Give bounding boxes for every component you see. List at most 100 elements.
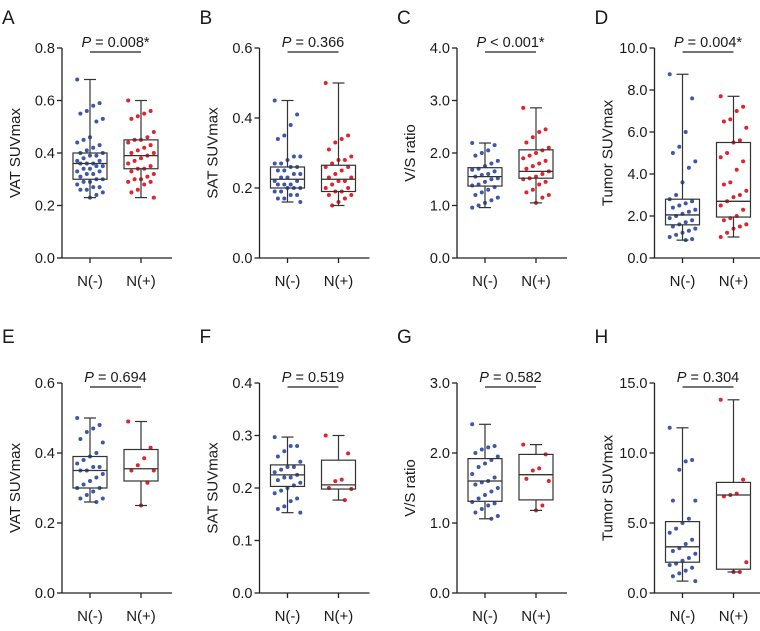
data-point bbox=[126, 420, 130, 424]
data-point bbox=[91, 490, 95, 494]
box-group-n-neg bbox=[73, 416, 107, 504]
y-tick-label: 3.0 bbox=[430, 94, 450, 110]
data-point bbox=[101, 441, 105, 445]
data-point bbox=[273, 162, 277, 166]
data-point bbox=[286, 465, 290, 469]
data-point bbox=[324, 186, 328, 190]
data-point bbox=[282, 504, 286, 508]
data-point bbox=[98, 465, 102, 469]
data-point bbox=[85, 430, 89, 434]
data-point bbox=[94, 451, 98, 455]
data-point bbox=[292, 172, 296, 176]
data-point bbox=[273, 99, 277, 103]
x-tick-label: N(+) bbox=[719, 608, 749, 625]
data-point bbox=[101, 117, 105, 121]
y-tick-label: 0.0 bbox=[232, 586, 252, 602]
data-point bbox=[298, 481, 302, 485]
data-point bbox=[677, 204, 681, 208]
y-tick-label: 15.0 bbox=[619, 376, 647, 392]
data-point bbox=[75, 141, 79, 145]
data-point bbox=[687, 517, 691, 521]
p-value-label: P < 0.001* bbox=[476, 35, 544, 51]
data-point bbox=[668, 531, 672, 535]
data-point bbox=[152, 151, 156, 155]
x-tick-label: N(-) bbox=[275, 273, 301, 290]
data-point bbox=[101, 190, 105, 194]
y-tick-label: 0.4 bbox=[232, 376, 252, 392]
box-group-n-pos bbox=[717, 94, 751, 239]
data-point bbox=[75, 183, 79, 187]
data-point bbox=[142, 456, 146, 460]
data-point bbox=[489, 490, 493, 494]
y-tick-label: 0.0 bbox=[430, 586, 450, 602]
data-point bbox=[521, 156, 525, 160]
data-point bbox=[540, 504, 544, 508]
y-tick-label: 0.6 bbox=[232, 41, 252, 57]
data-point bbox=[276, 478, 280, 482]
p-value-label: P = 0.008* bbox=[81, 35, 149, 51]
y-axis-label: VAT SUVmax bbox=[7, 442, 24, 533]
data-point bbox=[531, 135, 535, 139]
x-tick-label: N(+) bbox=[126, 608, 156, 625]
box-group-n-pos bbox=[322, 81, 356, 208]
data-point bbox=[98, 143, 102, 147]
data-point bbox=[684, 201, 688, 205]
y-tick-label: 0.0 bbox=[430, 251, 450, 267]
data-point bbox=[470, 500, 474, 504]
data-point bbox=[333, 141, 337, 145]
data-point bbox=[744, 560, 748, 564]
data-point bbox=[276, 507, 280, 511]
x-tick-label: N(-) bbox=[77, 273, 103, 290]
data-point bbox=[674, 233, 678, 237]
box-group-n-pos bbox=[519, 106, 553, 205]
data-point bbox=[489, 162, 493, 166]
data-point bbox=[741, 159, 745, 163]
p-symbol: P bbox=[282, 370, 292, 386]
data-point bbox=[470, 422, 474, 426]
data-point bbox=[78, 437, 82, 441]
p-symbol: P bbox=[282, 35, 292, 51]
data-point bbox=[547, 193, 551, 197]
data-point bbox=[693, 227, 697, 231]
data-point bbox=[126, 162, 130, 166]
y-tick-label: 10.0 bbox=[619, 41, 647, 57]
data-point bbox=[98, 169, 102, 173]
data-point bbox=[78, 188, 82, 192]
x-tick-label: N(-) bbox=[670, 273, 696, 290]
data-point bbox=[493, 169, 497, 173]
data-point bbox=[496, 486, 500, 490]
data-point bbox=[486, 172, 490, 176]
data-point bbox=[473, 451, 477, 455]
y-tick-label: 0.0 bbox=[232, 251, 252, 267]
data-point bbox=[101, 497, 105, 501]
data-point bbox=[483, 462, 487, 466]
data-point bbox=[524, 190, 528, 194]
data-point bbox=[547, 146, 551, 150]
data-point bbox=[343, 158, 347, 162]
data-point bbox=[540, 172, 544, 176]
data-point bbox=[91, 427, 95, 431]
x-tick-label: N(-) bbox=[77, 608, 103, 625]
data-point bbox=[78, 175, 82, 179]
data-point bbox=[741, 105, 745, 109]
data-point bbox=[101, 164, 105, 168]
iqr-box bbox=[124, 450, 158, 482]
data-point bbox=[85, 148, 89, 152]
data-point bbox=[690, 218, 694, 222]
data-point bbox=[292, 465, 296, 469]
box-group-n-neg bbox=[666, 72, 700, 242]
data-point bbox=[133, 177, 137, 181]
data-point bbox=[282, 183, 286, 187]
p-symbol: P bbox=[674, 35, 684, 51]
data-point bbox=[289, 476, 293, 480]
p-symbol: P bbox=[479, 370, 489, 386]
data-point bbox=[496, 514, 500, 518]
data-point bbox=[85, 188, 89, 192]
y-tick-label: 0.3 bbox=[232, 429, 252, 445]
data-point bbox=[521, 106, 525, 110]
box-group-n-pos bbox=[322, 434, 356, 503]
data-point bbox=[684, 459, 688, 463]
data-point bbox=[126, 180, 130, 184]
data-point bbox=[75, 416, 79, 420]
